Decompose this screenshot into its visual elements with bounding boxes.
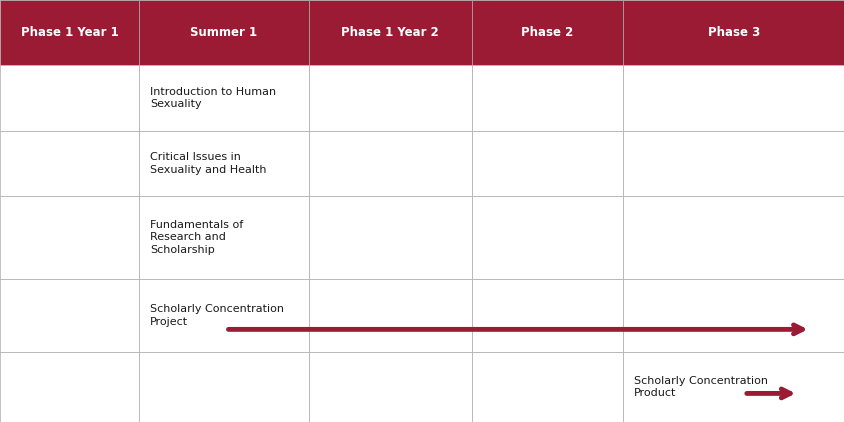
Text: Introduction to Human
Sexuality: Introduction to Human Sexuality — [150, 87, 276, 109]
FancyBboxPatch shape — [471, 279, 623, 352]
FancyBboxPatch shape — [309, 65, 471, 131]
FancyBboxPatch shape — [0, 0, 139, 65]
Text: Summer 1: Summer 1 — [190, 26, 257, 39]
Text: Fundamentals of
Research and
Scholarship: Fundamentals of Research and Scholarship — [150, 220, 243, 255]
Text: Phase 1 Year 2: Phase 1 Year 2 — [341, 26, 439, 39]
FancyBboxPatch shape — [623, 65, 844, 131]
FancyBboxPatch shape — [623, 196, 844, 279]
FancyBboxPatch shape — [309, 0, 471, 65]
FancyBboxPatch shape — [309, 131, 471, 196]
FancyBboxPatch shape — [309, 279, 471, 352]
FancyBboxPatch shape — [471, 0, 623, 65]
Text: Phase 3: Phase 3 — [707, 26, 760, 39]
FancyBboxPatch shape — [471, 131, 623, 196]
FancyBboxPatch shape — [309, 352, 471, 422]
FancyBboxPatch shape — [471, 352, 623, 422]
FancyBboxPatch shape — [139, 352, 309, 422]
FancyBboxPatch shape — [0, 196, 139, 279]
FancyBboxPatch shape — [623, 352, 844, 422]
Text: Scholarly Concentration
Project: Scholarly Concentration Project — [150, 304, 284, 327]
FancyBboxPatch shape — [471, 196, 623, 279]
FancyBboxPatch shape — [139, 196, 309, 279]
FancyBboxPatch shape — [139, 0, 309, 65]
FancyBboxPatch shape — [623, 279, 844, 352]
Text: Scholarly Concentration
Product: Scholarly Concentration Product — [634, 376, 767, 398]
Text: Phase 2: Phase 2 — [521, 26, 573, 39]
FancyBboxPatch shape — [0, 65, 139, 131]
Text: Critical Issues in
Sexuality and Health: Critical Issues in Sexuality and Health — [150, 152, 266, 175]
FancyBboxPatch shape — [139, 131, 309, 196]
FancyBboxPatch shape — [623, 0, 844, 65]
FancyBboxPatch shape — [471, 65, 623, 131]
FancyBboxPatch shape — [0, 131, 139, 196]
FancyBboxPatch shape — [0, 279, 139, 352]
FancyBboxPatch shape — [139, 279, 309, 352]
FancyBboxPatch shape — [623, 131, 844, 196]
Text: Phase 1 Year 1: Phase 1 Year 1 — [20, 26, 118, 39]
FancyBboxPatch shape — [0, 352, 139, 422]
FancyBboxPatch shape — [139, 65, 309, 131]
FancyBboxPatch shape — [309, 196, 471, 279]
